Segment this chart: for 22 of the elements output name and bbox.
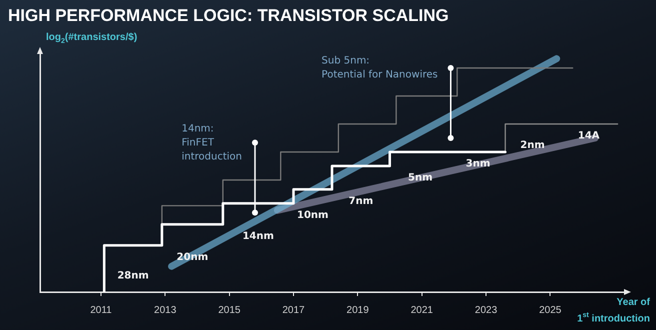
annotation: 20nm [176,252,208,263]
y-axis-title: log$_{2}$(#transistors/$) [46,32,138,45]
annotation: 3nm [466,158,490,170]
x-tick-label: 2025 [539,304,562,316]
x-tick-label: 2019 [346,304,370,316]
annotation: Sub 5nm: Potential for Nanowires [322,56,438,81]
x-tick-label: 2017 [282,304,306,316]
x-tick-label: 2023 [474,304,498,316]
annotation: 14A [578,130,600,142]
annotation: 7nm [348,196,374,207]
annotation: 2nm [520,140,545,151]
annotation: 5nm [408,172,432,184]
x-tick-label: 2015 [218,304,241,316]
x-tick-label: 2011 [90,304,112,316]
chart-title: HIGH PERFORMANCE LOGIC: TRANSISTOR SCALING [8,6,449,26]
annotation: 10nm [297,210,328,221]
annotation: 14nm: FinFET introduction [182,123,242,162]
x-tick-label: 2021 [410,304,434,316]
text: Year of 1$^{st}$ introduction [577,297,650,324]
x-tick-label: 2013 [154,304,177,316]
annotation: 14nm [242,230,274,242]
annotation: 28nm [117,270,149,282]
